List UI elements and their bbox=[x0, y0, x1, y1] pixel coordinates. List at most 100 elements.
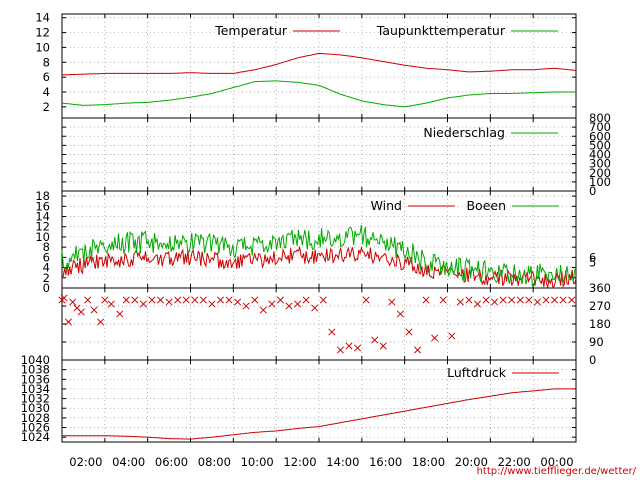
y-tick-label-right: 6 bbox=[589, 250, 596, 264]
scatter-point-stroke bbox=[353, 344, 362, 352]
scatter-point-stroke bbox=[77, 308, 85, 316]
y-tick-label: 16 bbox=[35, 199, 50, 213]
scatter-point bbox=[77, 308, 85, 316]
y-tick-label: 12 bbox=[35, 26, 50, 40]
scatter-point-stroke bbox=[60, 294, 68, 302]
legend-precipitation: Niederschlag bbox=[423, 125, 558, 140]
scatter-point-stroke bbox=[84, 296, 92, 304]
scatter-point-stroke bbox=[276, 296, 285, 304]
x-tick-label: 12:00 bbox=[283, 455, 316, 469]
y-tick-label: 2 bbox=[43, 271, 50, 285]
scatter-point bbox=[499, 296, 507, 304]
scatter-point-stroke bbox=[302, 296, 310, 304]
scatter-point-stroke bbox=[182, 296, 190, 304]
scatter-point bbox=[345, 342, 353, 350]
source-url-link[interactable]: http://www.tiefflieger.de/wetter/ bbox=[477, 466, 637, 477]
scatter-point bbox=[64, 318, 72, 326]
grid-precipitation bbox=[62, 117, 577, 192]
scatter-point-stroke bbox=[294, 300, 302, 308]
scatter-point-stroke bbox=[101, 296, 109, 304]
scatter-point-stroke bbox=[259, 306, 267, 314]
scatter-point bbox=[208, 300, 216, 308]
scatter-point bbox=[551, 296, 559, 304]
scatter-point bbox=[456, 298, 464, 306]
x-tick-label: 00:00 bbox=[540, 455, 573, 469]
scatter-point bbox=[319, 296, 327, 304]
scatter-point-stroke bbox=[199, 296, 207, 304]
scatter-point-stroke bbox=[473, 300, 482, 308]
legend-label-taupunkttemperatur: Taupunkttemperatur bbox=[376, 23, 506, 38]
y-tick-label: 1024 bbox=[21, 430, 50, 444]
scatter-point bbox=[379, 342, 387, 350]
scatter-point bbox=[559, 296, 567, 304]
y-tick-label: 1032 bbox=[21, 392, 50, 406]
scatter-point bbox=[568, 296, 576, 304]
x-tick-label: 18:00 bbox=[412, 455, 445, 469]
y-tick-label: 700 bbox=[589, 120, 611, 134]
scatter-point bbox=[148, 296, 156, 304]
y-tick-label: 90 bbox=[589, 335, 604, 349]
y-tick-label: 0 bbox=[589, 184, 596, 198]
scatter-point-stroke bbox=[533, 298, 542, 306]
y-tick-label: 360 bbox=[589, 281, 611, 295]
scatter-point-stroke bbox=[371, 336, 379, 344]
scatter-point-stroke bbox=[285, 302, 293, 310]
scatter-point bbox=[294, 300, 302, 308]
y-axis-wind-right: 56 bbox=[589, 250, 596, 269]
legend-pressure: Luftdruck bbox=[447, 365, 559, 380]
scatter-point bbox=[139, 300, 147, 308]
series-pressure bbox=[62, 388, 576, 440]
y-tick-label: 1026 bbox=[21, 421, 50, 435]
scatter-point-stroke bbox=[396, 310, 404, 318]
scatter-point-stroke bbox=[336, 346, 344, 354]
scatter-point bbox=[422, 296, 430, 304]
scatter-point bbox=[388, 298, 396, 306]
scatter-point-stroke bbox=[439, 296, 447, 304]
scatter-point-stroke bbox=[542, 296, 550, 304]
y-tick-label: 300 bbox=[589, 157, 611, 171]
scatter-point-stroke bbox=[482, 296, 490, 304]
scatter-point-stroke bbox=[568, 296, 576, 304]
scatter-point-stroke bbox=[251, 296, 259, 304]
y-tick-label: 8 bbox=[43, 55, 50, 69]
scatter-point-stroke bbox=[319, 296, 327, 304]
scatter-point bbox=[225, 296, 233, 304]
scatter-point-stroke bbox=[96, 318, 105, 326]
scatter-point bbox=[199, 296, 207, 304]
series-line-temperatur bbox=[61, 52, 577, 76]
legend-label-temperatur: Temperatur bbox=[214, 23, 288, 38]
scatter-point-stroke bbox=[234, 298, 242, 306]
scatter-point-stroke bbox=[388, 298, 396, 306]
scatter-point-stroke bbox=[139, 300, 147, 308]
scatter-point-stroke bbox=[328, 328, 336, 336]
scatter-point bbox=[90, 306, 98, 314]
scatter-point-stroke bbox=[551, 296, 559, 304]
y-tick-label: 4 bbox=[43, 85, 50, 99]
scatter-point-stroke bbox=[559, 296, 567, 304]
scatter-point-stroke bbox=[268, 300, 276, 308]
scatter-point bbox=[431, 334, 439, 342]
scatter-point-stroke bbox=[208, 300, 216, 308]
scatter-point-stroke bbox=[405, 328, 413, 336]
y-tick-label: 600 bbox=[589, 129, 611, 143]
x-tick-label: 04:00 bbox=[112, 455, 145, 469]
scatter-point-stroke bbox=[491, 298, 499, 306]
y-tick-label: 180 bbox=[589, 317, 611, 331]
legend-label-niederschlag: Niederschlag bbox=[423, 125, 505, 140]
scatter-point bbox=[353, 344, 362, 352]
scatter-point bbox=[465, 296, 473, 304]
scatter-point bbox=[525, 296, 533, 304]
grid-pressure bbox=[62, 359, 577, 442]
scatter-point-stroke bbox=[431, 334, 439, 342]
scatter-point bbox=[242, 302, 250, 310]
scatter-point-stroke bbox=[362, 296, 370, 304]
scatter-point bbox=[182, 296, 190, 304]
scatter-point-stroke bbox=[456, 298, 464, 306]
legend-wind: Wind Boeen bbox=[371, 198, 559, 213]
scatter-point-stroke bbox=[216, 296, 225, 304]
scatter-point-stroke bbox=[64, 318, 72, 326]
scatter-point bbox=[362, 296, 370, 304]
